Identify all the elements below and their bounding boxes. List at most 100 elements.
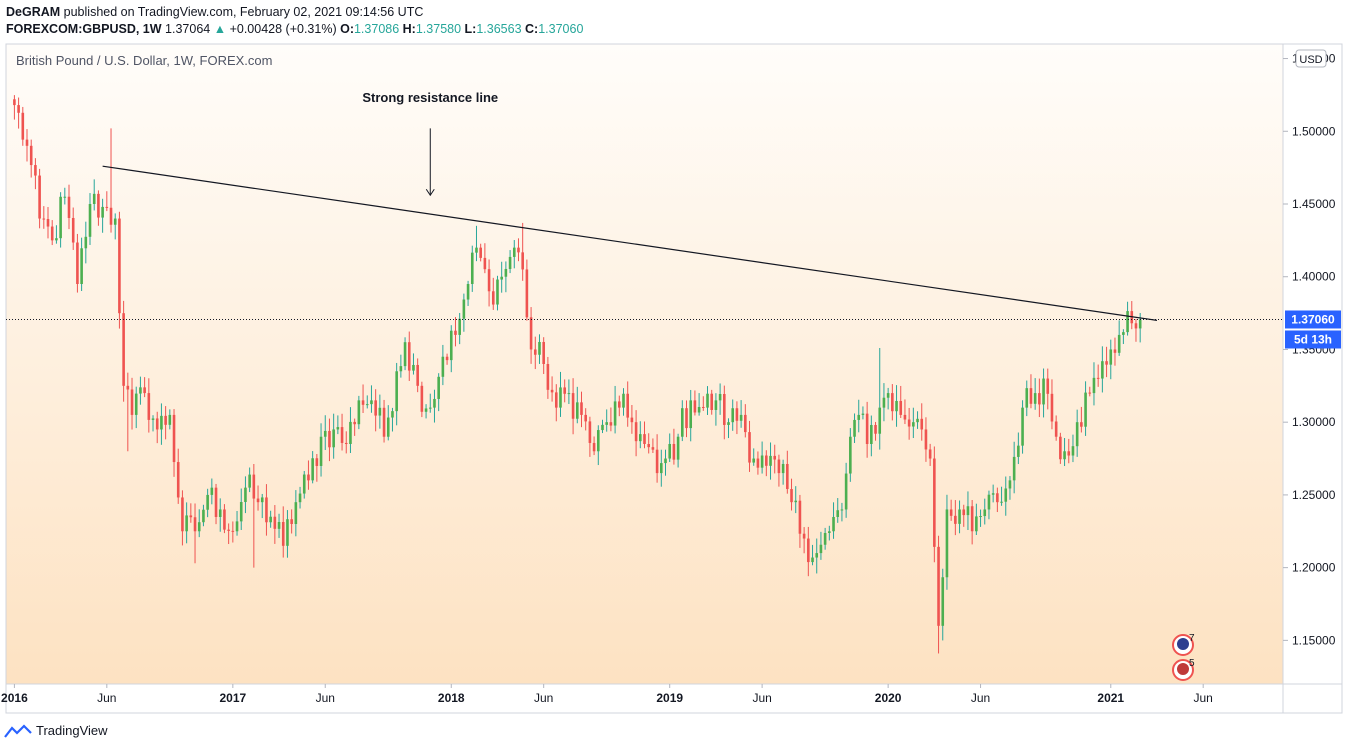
candle-body [870,424,873,444]
candle-body [903,414,907,420]
candle-body [954,515,957,524]
symbol-ohlc-line: FOREXCOM:GBPUSD, 1W 1.37064 ▲ +0.00428 (… [6,22,583,36]
candle-body [315,458,319,466]
candle-body [386,417,390,437]
time-axis[interactable]: 2016 Jun 2017 Jun 2018 Jun 2019 Jun 2020 Jun 2021 J… [1,684,1213,705]
last-price-tag[interactable] [1285,310,1341,329]
uk-flag-event-icon[interactable]: 7 [1172,633,1195,656]
candle-body [844,473,848,510]
resistance-trendline[interactable] [102,165,1158,321]
candle-body [739,414,743,421]
candle-body [882,397,886,408]
candle-body [328,430,331,448]
candle-body [302,474,306,494]
candle-body [1059,436,1062,460]
candle-body [185,515,188,532]
candle-body [702,406,705,408]
candle-body [966,506,970,516]
candle-body [290,519,293,524]
candle-body [17,105,20,113]
candle-body [1075,422,1079,447]
candle-body [239,502,243,522]
candle-body [130,389,134,415]
candle-body [1113,349,1117,353]
candle-body [861,413,865,415]
candle-body [487,269,491,292]
candle-body [538,341,541,355]
candle-body [143,387,146,394]
candle-body [987,494,991,510]
candle-body [1105,361,1108,365]
candle-body [937,546,940,626]
candle-body [67,196,71,218]
candle-body [672,443,676,460]
candle-body [592,442,596,452]
candle-body [630,417,634,423]
candle-body [13,99,16,106]
us-flag-event-icon[interactable]: 5 [1172,658,1195,681]
candle-body [941,577,945,626]
candle-body [1080,422,1083,427]
candle-body [1017,445,1020,457]
resistance-annotation[interactable]: Strong resistance line [362,90,498,105]
time-tick-label: 2020 [875,691,902,705]
price-axis[interactable]: 1.150001.200001.250001.300001.350001.400… [1283,52,1341,648]
candle-body [319,436,323,466]
candle-body [916,418,919,423]
candle-body [706,393,709,408]
time-tick-label: 2017 [219,691,246,705]
candle-body [647,444,651,448]
candle-body [664,458,667,464]
currency-button[interactable]: USD [1295,49,1327,68]
time-tick-label: 2016 [1,691,28,705]
event-flag-shape [1177,638,1189,650]
candle-body [84,236,88,249]
candle-body [731,408,735,423]
candle-body [353,421,356,425]
candle-body [626,393,629,418]
candle-body [727,422,730,425]
candle-body [907,419,911,427]
countdown-label: 5d 13h [1294,332,1332,346]
time-tick-label: 2021 [1097,691,1124,705]
author-name[interactable]: DeGRAM [6,5,61,19]
candle-body [496,279,499,305]
candle-body [559,387,562,408]
price-tick-label: 1.20000 [1292,561,1336,575]
candle-body [449,330,453,361]
candle-body [109,207,113,225]
candle-body [945,509,949,578]
candle-body [395,371,398,412]
candle-body [34,165,37,176]
candle-body [462,299,466,319]
candle-body [580,402,583,415]
candle-body [613,401,617,426]
candle-body [71,217,75,243]
candle-body [878,407,882,434]
candle-body [126,385,130,390]
candle-body [181,497,184,532]
candle-body [508,256,512,269]
tradingview-brand: TradingView [36,723,108,738]
candle-body [340,427,344,443]
candle-body [210,487,214,495]
candle-body [718,393,722,401]
candle-body [1008,480,1012,489]
candle-body [991,493,995,495]
candle-body [790,489,793,503]
candle-body [361,400,365,405]
tradingview-footer[interactable]: TradingView [4,723,108,738]
high-label: H: [402,22,416,36]
candle-body [693,400,697,413]
plot-background[interactable] [6,44,1283,684]
candle-body [470,252,474,284]
candle-body [139,387,142,394]
candle-body [382,407,386,437]
candle-body [735,408,739,421]
candle-body [895,400,898,412]
candle-body [176,462,180,498]
candle-body [840,509,844,511]
candle-body [378,407,382,416]
candle-body [307,474,310,481]
